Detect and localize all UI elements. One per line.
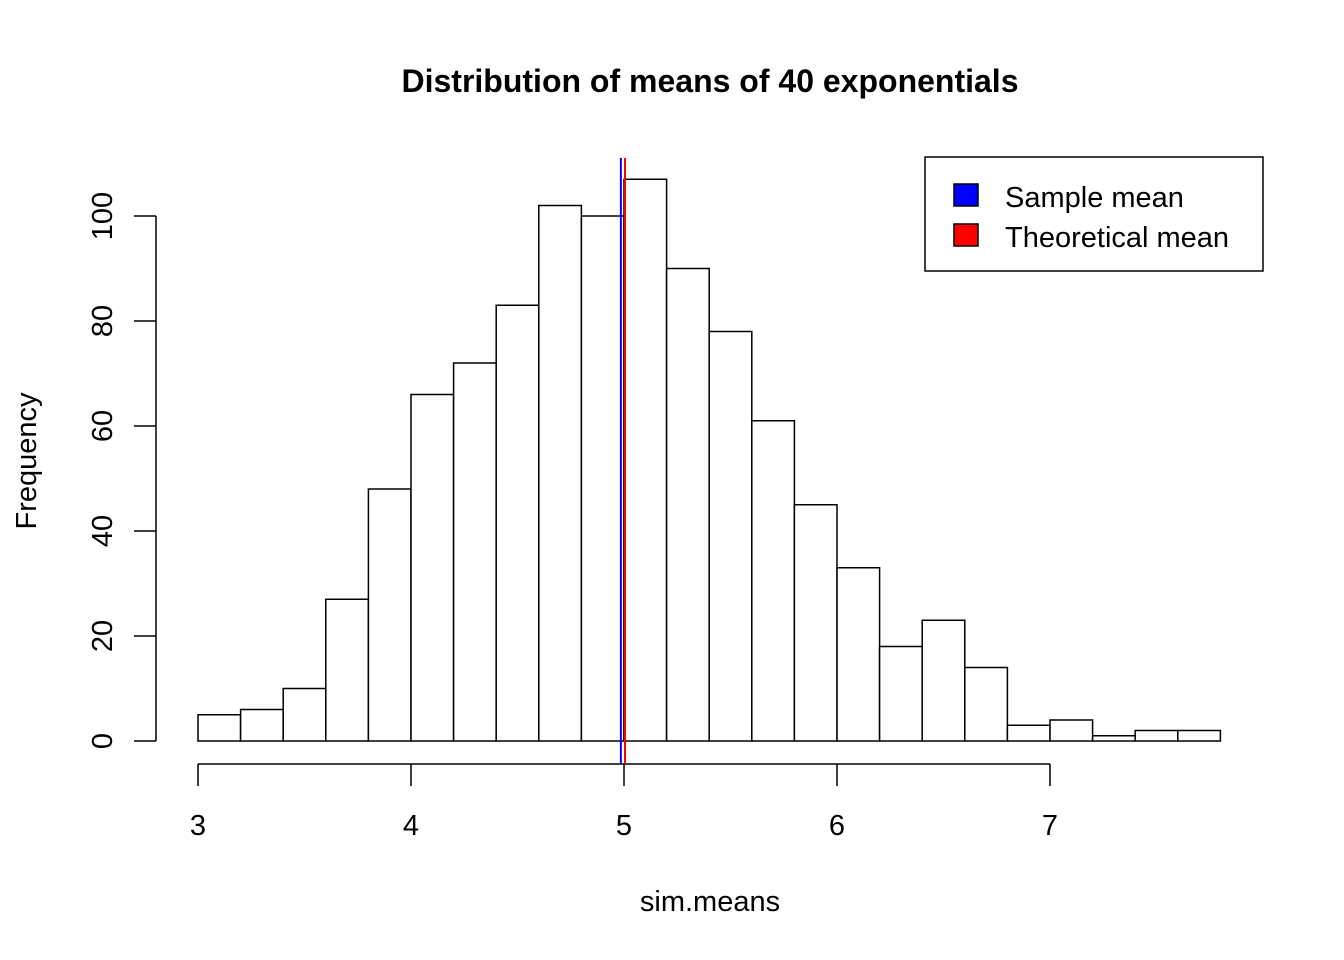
x-tick-label: 5 [616, 810, 632, 842]
histogram-bar [836, 567, 881, 742]
histogram-bar [1049, 719, 1094, 742]
histogram-bar [921, 619, 966, 742]
chart-title: Distribution of means of 40 exponentials [402, 63, 1019, 99]
y-axis-label: Frequency [11, 392, 43, 530]
histogram-bar [452, 362, 497, 742]
histogram-bar [1091, 735, 1136, 742]
histogram-bar [1177, 729, 1222, 742]
x-tick-label: 4 [403, 810, 419, 842]
legend: Sample mean Theoretical mean [924, 156, 1264, 272]
histogram-bar [197, 714, 242, 742]
x-tick-label: 3 [190, 810, 206, 842]
histogram-bar [1006, 724, 1051, 742]
histogram-bar [325, 598, 370, 742]
x-tick-label: 7 [1042, 810, 1058, 842]
x-axis: 3 4 5 6 7 [190, 763, 1058, 842]
y-tick-label: 0 [87, 733, 119, 749]
histogram-bar [751, 420, 796, 742]
mean-lines [619, 158, 626, 764]
histogram-bar [538, 204, 583, 742]
x-tick-label: 6 [829, 810, 845, 842]
histogram-bar [878, 645, 923, 742]
histogram-bars [197, 178, 1222, 742]
x-axis-label: sim.means [640, 886, 780, 918]
histogram-bar [410, 393, 455, 742]
legend-label-theoretical-mean: Theoretical mean [1005, 222, 1229, 254]
y-tick-label: 60 [87, 410, 119, 442]
histogram-bar [964, 666, 1009, 742]
y-tick-label: 40 [87, 515, 119, 547]
legend-swatch-sample-mean [953, 183, 979, 207]
histogram-bar [580, 215, 625, 742]
histogram-bar [239, 708, 284, 742]
histogram-bar [708, 330, 753, 742]
y-tick-label: 100 [87, 192, 119, 240]
histogram-bar [793, 504, 838, 742]
legend-label-sample-mean: Sample mean [1005, 182, 1184, 214]
legend-box [924, 156, 1264, 272]
histogram-bar [495, 304, 540, 742]
histogram-bar [1134, 729, 1179, 742]
legend-swatch-theoretical-mean [953, 223, 979, 247]
histogram-bar [665, 267, 710, 742]
histogram-bar [282, 687, 327, 742]
histogram-bar [367, 488, 412, 742]
y-axis: 0 20 40 60 80 100 [87, 192, 157, 749]
histogram-bar [623, 178, 668, 742]
y-tick-label: 20 [87, 620, 119, 652]
y-tick-label: 80 [87, 305, 119, 337]
